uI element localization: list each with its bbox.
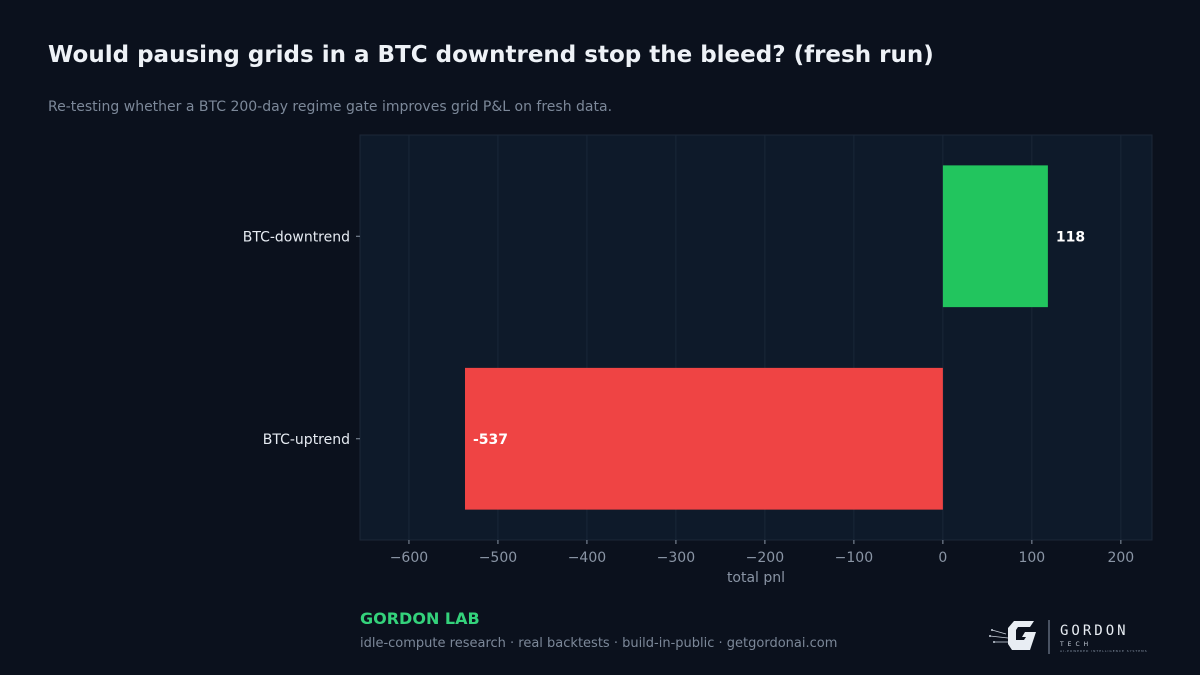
x-tick-label: −400 [568, 550, 606, 566]
x-tick-label: 100 [1018, 550, 1045, 566]
brand-tagline: idle-compute research · real backtests ·… [360, 636, 838, 651]
x-tick-label: −500 [479, 550, 517, 566]
x-tick-label: −600 [390, 550, 428, 566]
chart-subtitle: Re-testing whether a BTC 200-day regime … [48, 99, 613, 115]
x-axis-label: total pnl [727, 570, 785, 586]
x-tick-label: −300 [657, 550, 695, 566]
x-tick-label: 200 [1107, 550, 1134, 566]
logo-wordmark: GORDON [1060, 623, 1129, 639]
bar-btc-downtrend [942, 165, 1048, 308]
logo-tagline: AI-POWERED INTELLIGENCE SYSTEMS [1060, 649, 1148, 653]
bar-btc-uptrend [465, 367, 943, 510]
x-tick-label: −200 [746, 550, 784, 566]
category-label: BTC-uptrend [263, 432, 350, 448]
category-label: BTC-downtrend [243, 229, 350, 245]
logo-subtitle: TECH [1060, 641, 1093, 648]
gordon-g-logo-icon [989, 620, 1050, 654]
chart-title: Would pausing grids in a BTC downtrend s… [48, 42, 934, 68]
x-tick-label: −100 [835, 550, 873, 566]
data-label: -537 [473, 432, 508, 448]
data-label: 118 [1056, 229, 1085, 245]
gordon-tech-logo: GORDON TECH AI-POWERED INTELLIGENCE SYST… [988, 616, 1150, 658]
brand-name: GORDON LAB [360, 609, 480, 628]
x-tick-label: 0 [938, 550, 947, 566]
